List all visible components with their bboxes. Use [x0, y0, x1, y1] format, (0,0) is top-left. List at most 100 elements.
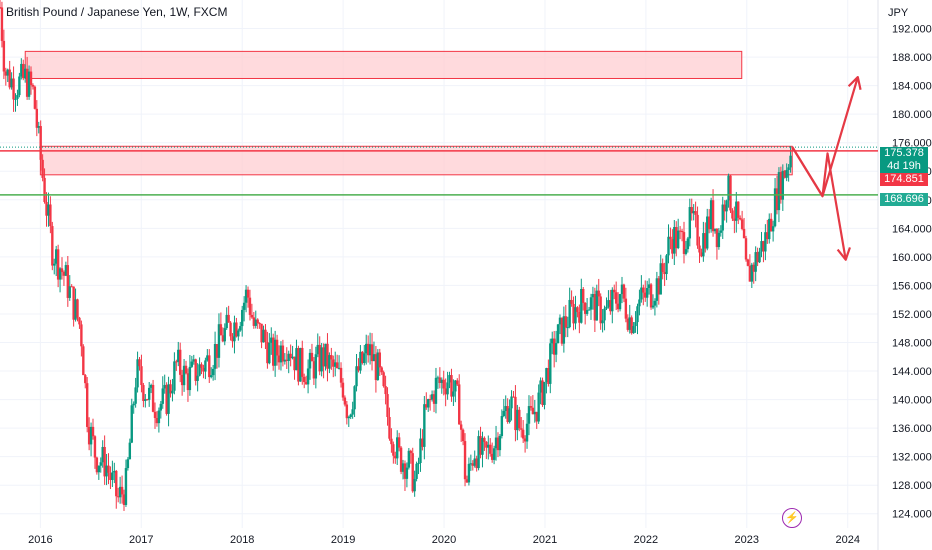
y-tick-label: 148.000: [892, 337, 932, 349]
candle-body: [518, 409, 521, 429]
candle-body: [23, 68, 27, 79]
candle-body: [773, 188, 777, 227]
y-tick-label: 128.000: [892, 480, 932, 492]
candle-body: [320, 347, 323, 372]
candle-body: [134, 387, 137, 404]
candle-body: [384, 386, 387, 395]
candle-body: [471, 463, 474, 466]
projection-arrow[interactable]: [791, 146, 847, 260]
candle-body: [438, 377, 442, 384]
candle-body: [171, 390, 174, 394]
y-tick-label: 140.000: [892, 395, 932, 407]
candle-body: [558, 317, 562, 325]
candle-body: [353, 386, 356, 410]
candle-body: [682, 232, 686, 254]
candle-body: [366, 343, 370, 356]
candle-body: [33, 86, 37, 109]
y-tick-label: 164.000: [892, 223, 932, 235]
candle-body: [66, 265, 70, 298]
candle-body: [233, 322, 236, 342]
candle-body: [409, 450, 412, 454]
candle-body: [676, 230, 680, 249]
candle-body: [742, 228, 746, 239]
candle-body: [702, 233, 705, 257]
candle-body: [308, 352, 312, 369]
candle-body: [762, 241, 765, 252]
candle-body: [624, 298, 628, 319]
candle-body: [661, 263, 664, 272]
candle-body: [454, 380, 457, 392]
candle-body: [694, 211, 697, 215]
candle-body: [752, 264, 755, 272]
lightning-icon[interactable]: ⚡: [782, 508, 802, 528]
candle-body: [194, 359, 197, 381]
candle-body: [386, 394, 389, 417]
candle-body: [204, 360, 207, 372]
candle-body: [622, 284, 626, 299]
candle-body: [768, 218, 771, 240]
candle-body: [29, 71, 33, 86]
candle-body: [390, 438, 393, 445]
candle-body: [688, 207, 692, 239]
candle-body: [609, 300, 612, 312]
candle-body: [291, 356, 294, 359]
candle-body: [330, 355, 333, 360]
candle-body: [237, 330, 240, 337]
candle-body: [657, 278, 661, 295]
candle-body: [370, 344, 374, 362]
candle-body: [175, 361, 178, 363]
candle-body: [671, 239, 674, 254]
candle-body: [335, 362, 339, 369]
candle-body: [142, 385, 145, 401]
candle-body: [525, 423, 529, 442]
candle-body: [219, 324, 223, 336]
support-price-badge: 168.696: [880, 193, 928, 206]
candle-body: [388, 416, 391, 439]
candle-body: [444, 388, 447, 395]
candle-body: [118, 486, 122, 498]
candle-body: [130, 405, 133, 443]
candle-body: [675, 227, 678, 249]
candle-body: [322, 347, 325, 367]
candle-body: [378, 352, 381, 368]
candle-body: [314, 354, 318, 379]
candle-body: [316, 344, 319, 355]
candle-body: [566, 327, 569, 329]
candle-body: [99, 462, 102, 466]
candle-body: [512, 396, 515, 398]
supply-zone[interactable]: [24, 50, 743, 79]
candle-body: [421, 438, 424, 447]
candle-body: [155, 418, 159, 424]
candle-body: [446, 382, 449, 395]
candle-body: [632, 326, 635, 334]
candle-body: [775, 188, 779, 211]
candle-body: [560, 317, 564, 344]
candle-body: [740, 219, 744, 229]
candle-body: [678, 230, 682, 232]
candle-body: [6, 69, 9, 76]
candle-body: [508, 408, 511, 423]
candle-body: [72, 286, 75, 320]
candle-body: [545, 368, 548, 383]
candle-body: [266, 341, 269, 364]
y-tick-label: 176.000: [892, 138, 932, 150]
candle-body: [244, 289, 248, 303]
candle-body: [719, 230, 723, 233]
candle-body: [442, 379, 445, 389]
candle-body: [399, 447, 403, 472]
candle-body: [758, 251, 761, 263]
candle-body: [477, 436, 480, 469]
candle-body: [723, 204, 726, 212]
x-tick-label: 2020: [432, 534, 456, 546]
candle-body: [707, 216, 711, 230]
candle-body: [213, 343, 217, 369]
candle-body: [642, 287, 645, 293]
candle-body: [165, 384, 168, 414]
candle-body: [146, 399, 149, 401]
candle-body: [636, 306, 639, 323]
candle-body: [289, 353, 292, 359]
candle-body: [459, 424, 463, 430]
candle-body: [680, 231, 684, 233]
candle-body: [461, 429, 465, 442]
